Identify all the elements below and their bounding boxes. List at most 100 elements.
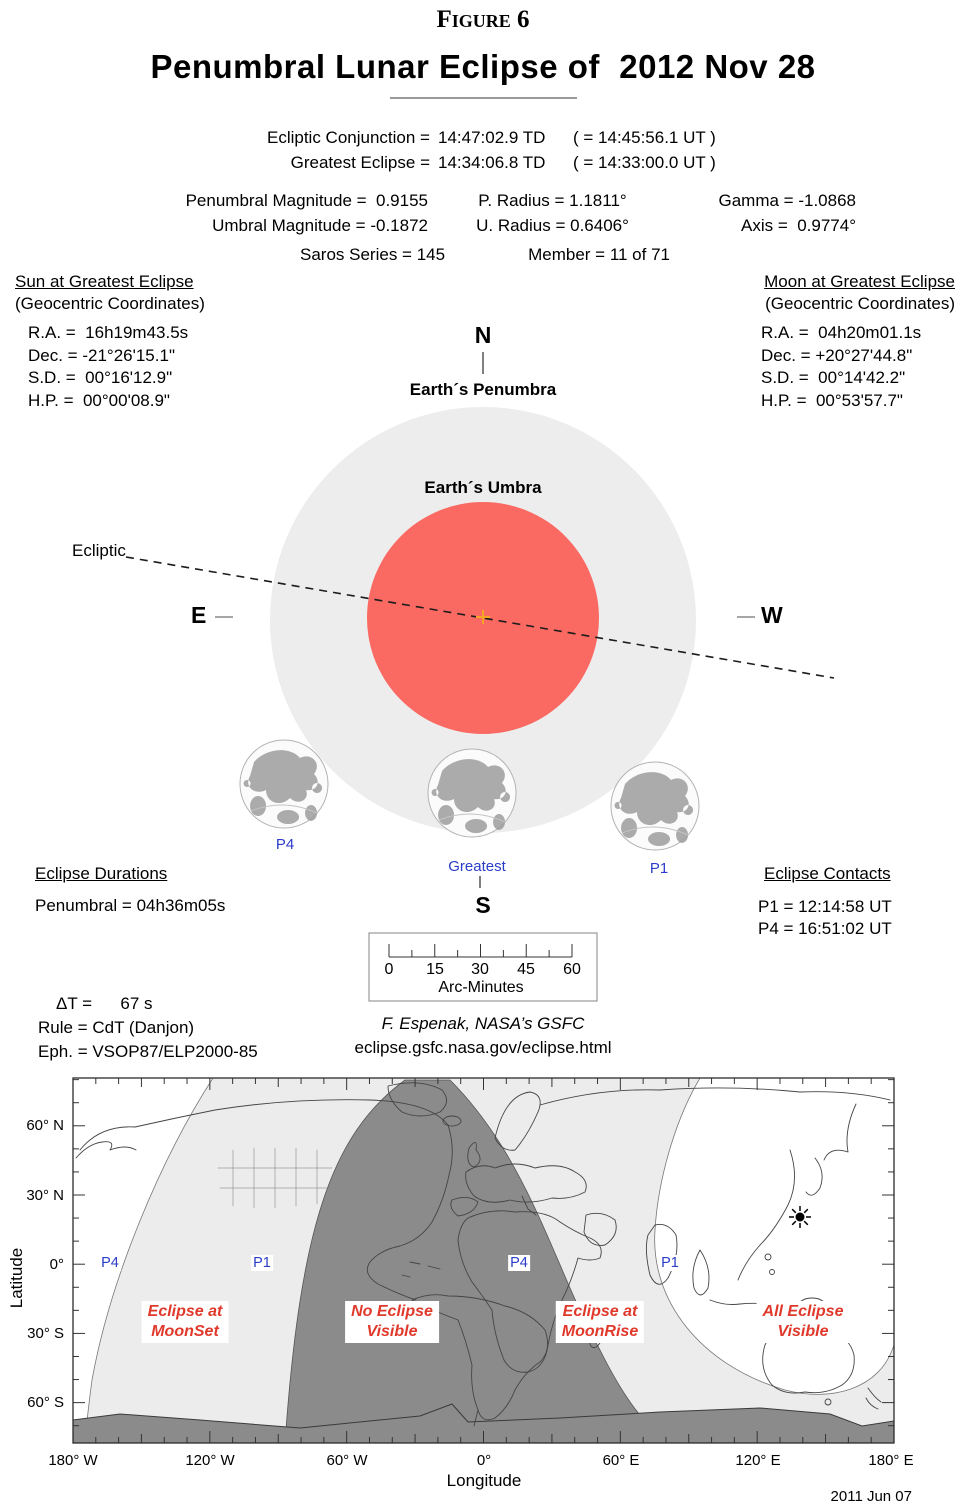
scale-tick-45: 45 — [517, 961, 535, 978]
greatest-td-time: 14:34:06.8 TD — [438, 153, 546, 172]
durations-block: Eclipse Durations Penumbral = 04h36m05s — [35, 864, 225, 916]
penumbral-magnitude: Penumbral Magnitude = 0.9155 — [185, 191, 428, 210]
region-label-line: Eclipse at — [562, 1303, 638, 1320]
map-ylabel: Latitude — [7, 1247, 26, 1309]
conjunction-ut-time: ( = 14:45:56.1 UT ) — [573, 128, 716, 147]
lon-tick-60e: 60° E — [602, 1452, 640, 1469]
china-coast — [737, 1149, 795, 1281]
philippines — [764, 1253, 772, 1261]
region-label-noeclipse: No Eclipse Visible — [345, 1301, 439, 1343]
greatest-ut-time: ( = 14:33:00.0 UT ) — [573, 153, 716, 172]
moon-coordinates-block: Moon at Greatest Eclipse (Geocentric Coo… — [735, 272, 955, 412]
region-label-moonset: Eclipse at MoonSet — [141, 1301, 229, 1343]
ecliptic-line — [125, 556, 835, 679]
figure-label: Figure 6 — [436, 6, 530, 33]
region-label-line: Visible — [777, 1323, 829, 1340]
japan — [805, 1157, 823, 1196]
date-stamp: 2011 Jun 07 — [830, 1488, 912, 1505]
lat-tick-60n: 60° N — [26, 1117, 64, 1134]
durations-title: Eclipse Durations — [35, 864, 168, 883]
penumbral-duration: Penumbral = 04h36m05s — [35, 896, 226, 915]
lat-tick-60s: 60° S — [27, 1394, 64, 1411]
moon-at-p1 — [610, 761, 700, 851]
eclipse-diagram — [125, 352, 835, 888]
lon-tick-180e: 180° E — [868, 1452, 914, 1469]
saros-row: Saros Series = 145 Member = 11 of 71 — [300, 245, 670, 265]
conjunction-td-time: 14:47:02.9 TD — [438, 128, 546, 147]
visibility-map — [72, 1077, 895, 1444]
moon-hp: H.P. = 00°53'57.7" — [761, 390, 903, 410]
south-label: S — [475, 892, 491, 918]
lon-tick-120w: 120° W — [185, 1452, 235, 1469]
diagram-greatest-label: Greatest — [446, 858, 508, 875]
map-continents — [75, 1082, 891, 1427]
saros-member: Member = 11 of 71 — [528, 245, 670, 264]
map-region-noeclipse — [284, 1079, 669, 1443]
region-label-line: No Eclipse — [351, 1303, 433, 1320]
contact-p1-time: P1 = 12:14:58 UT — [758, 897, 892, 916]
new-zealand — [865, 1387, 882, 1410]
moon-at-greatest — [427, 748, 517, 838]
saros-series: Saros Series = 145 — [300, 245, 446, 264]
sun-dec: Dec. = -21°26'15.1" — [28, 345, 175, 365]
sun-coordinates-block: Sun at Greatest Eclipse (Geocentric Coor… — [15, 272, 245, 412]
indochina — [692, 1249, 710, 1296]
lat-tick-30s: 30° S — [27, 1325, 64, 1342]
scale-box — [368, 932, 598, 1002]
caribbean — [401, 1261, 441, 1278]
scale-tick-0: 0 — [384, 961, 394, 978]
map-p4-west-label: P4 — [99, 1255, 121, 1271]
umbra-label: Earth´s Umbra — [424, 478, 542, 497]
north-label: N — [474, 322, 492, 348]
africa — [457, 1210, 602, 1373]
lon-tick-180w: 180° W — [48, 1452, 98, 1469]
moon-ra: R.A. = 04h20m01.1s — [761, 323, 922, 342]
umbral-radius: U. Radius = 0.6406° — [476, 216, 629, 235]
moon-dec: Dec. = +20°27'44.8" — [761, 345, 913, 365]
greatest-eclipse-cross — [476, 610, 490, 624]
scandinavia — [494, 1091, 541, 1151]
greenland — [387, 1082, 447, 1117]
ephemeris-value: Eph. = VSOP87/ELP2000-85 — [38, 1042, 258, 1061]
iceland — [442, 1115, 462, 1127]
scale-ruler — [368, 932, 598, 1002]
lat-tick-30n: 30° N — [26, 1187, 64, 1204]
us-state-lines — [217, 1147, 333, 1209]
lon-tick-120e: 120° E — [735, 1452, 781, 1469]
europe — [465, 1163, 587, 1203]
rule-value: Rule = CdT (Danjon) — [38, 1018, 195, 1037]
tasmania — [824, 1398, 832, 1406]
axis-value: Axis = 0.9774° — [740, 216, 856, 235]
scale-tick-60: 60 — [563, 961, 581, 978]
india — [645, 1224, 678, 1285]
kamchatka — [823, 1103, 857, 1161]
sun-sd: S.D. = 00°16'12.9" — [28, 368, 173, 387]
map-p1-east-label: P1 — [659, 1255, 681, 1271]
sun-block-subtitle: (Geocentric Coordinates) — [15, 294, 205, 313]
delta-t-value: ΔT = 67 s — [56, 994, 153, 1013]
north-america — [79, 1099, 453, 1301]
siberia-coast — [539, 1087, 891, 1106]
philippines-2 — [769, 1269, 775, 1275]
diagram-p4-label: P4 — [273, 836, 297, 853]
map-latitude-ticks — [73, 1079, 894, 1427]
region-label-line: All Eclipse — [762, 1303, 844, 1320]
umbral-magnitude: Umbral Magnitude = -0.1872 — [212, 216, 428, 235]
contacts-title: Eclipse Contacts — [764, 864, 891, 883]
patagonia — [473, 1409, 479, 1427]
scale-tick-30: 30 — [471, 961, 489, 978]
ecliptic-label: Ecliptic — [72, 541, 126, 560]
sun-hp: H.P. = 00°00'08.9" — [28, 390, 170, 410]
alaska — [75, 1141, 137, 1159]
lat-tick-0: 0° — [49, 1256, 64, 1273]
uk — [467, 1142, 481, 1168]
penumbra-label: Earth´s Penumbra — [409, 380, 557, 399]
sun-symbol — [789, 1206, 811, 1228]
scale-tick-15: 15 — [426, 961, 444, 978]
map-longitude-ticks — [72, 1078, 895, 1443]
sun-block-title: Sun at Greatest Eclipse — [15, 272, 194, 291]
lon-tick-0: 0° — [476, 1452, 492, 1469]
penumbral-radius: P. Radius = 1.1811° — [478, 191, 627, 210]
region-label-line: MoonSet — [151, 1323, 219, 1340]
